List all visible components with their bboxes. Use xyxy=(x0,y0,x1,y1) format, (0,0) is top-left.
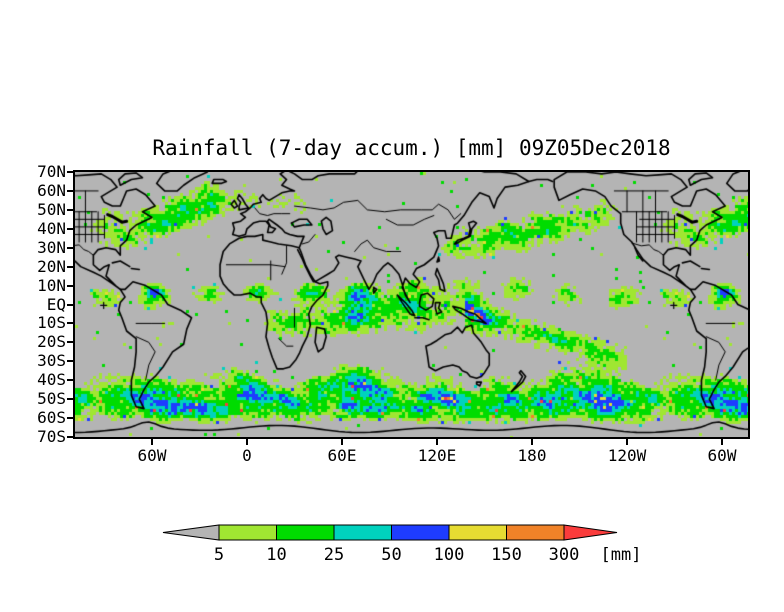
lat-tick-mark xyxy=(67,227,73,230)
lat-tick-label: 70S xyxy=(37,427,66,446)
colorbar-tick-label: 25 xyxy=(323,545,345,565)
colorbar-segment xyxy=(391,524,450,541)
lat-tick-label: 20S xyxy=(37,332,66,352)
lon-tick-label: 60W xyxy=(707,446,737,465)
lat-tick-label: 30S xyxy=(37,351,66,371)
colorbar-tick-label: 50 xyxy=(381,545,402,565)
lon-tick-label: 120W xyxy=(607,446,647,465)
lat-tick-label: 60S xyxy=(37,408,66,428)
lon-tick-mark xyxy=(246,439,248,445)
lon-tick-mark xyxy=(436,439,438,445)
lat-tick-mark xyxy=(67,208,73,211)
colorbar-tick-label: 10 xyxy=(266,545,287,565)
lat-tick-mark xyxy=(67,246,73,249)
lat-tick-mark xyxy=(67,265,73,268)
lat-tick-label: 60N xyxy=(37,180,66,200)
lon-tick-label: 180 xyxy=(517,446,547,465)
lat-tick-mark xyxy=(67,189,73,192)
colorbar-segment xyxy=(218,524,277,541)
figure-title: Rainfall (7-day accum.) [mm] 09Z05Dec201… xyxy=(152,136,671,160)
lon-tick-mark xyxy=(531,439,533,445)
lat-tick-label: 40N xyxy=(37,218,66,238)
lat-tick-mark xyxy=(67,436,73,438)
lon-tick-label: 0 xyxy=(242,446,252,465)
lon-tick-label: 120E xyxy=(417,446,457,465)
colorbar-segment xyxy=(333,524,392,541)
lat-tick-mark xyxy=(67,398,73,401)
lat-tick-label: 50N xyxy=(37,199,66,219)
colorbar-segment xyxy=(448,524,507,541)
colorbar-tick-label: 150 xyxy=(491,545,522,565)
lon-tick-label: 60E xyxy=(327,446,357,465)
lat-tick-label: 40S xyxy=(37,370,66,390)
lat-tick-label: 10N xyxy=(37,275,66,295)
lat-tick-label: 10S xyxy=(37,313,66,333)
colorbar-tick-label: 300 xyxy=(548,545,580,565)
colorbar-tick-label: 5 xyxy=(213,545,225,565)
colorbar-unit-label: [mm] xyxy=(600,545,642,565)
lat-tick-mark xyxy=(67,417,73,420)
lat-tick-mark xyxy=(67,171,73,173)
colorbar-tick-label: 100 xyxy=(433,545,465,565)
lat-tick-mark xyxy=(67,360,73,363)
lat-tick-mark xyxy=(67,341,73,344)
map-panel xyxy=(73,170,750,439)
lat-tick-mark xyxy=(67,322,73,325)
lon-tick-mark xyxy=(626,439,628,445)
lon-tick-mark xyxy=(721,439,723,445)
lat-tick-label: EQ xyxy=(46,294,66,314)
lat-tick-label: 70N xyxy=(37,162,66,181)
lon-tick-mark xyxy=(341,439,343,445)
lon-tick-mark xyxy=(151,439,153,445)
lat-tick-mark xyxy=(67,284,73,287)
lat-tick-label: 50S xyxy=(37,389,66,409)
lat-tick-mark xyxy=(67,379,73,382)
colorbar-below-min-arrow xyxy=(162,524,220,541)
lat-tick-label: 20N xyxy=(37,256,66,276)
colorbar-segment xyxy=(276,524,335,541)
lat-tick-label: 30N xyxy=(37,237,66,257)
world-rainfall-canvas xyxy=(75,172,748,437)
colorbar-segment xyxy=(506,524,565,541)
lon-tick-label: 60W xyxy=(137,446,167,465)
colorbar-above-max-arrow xyxy=(563,524,618,541)
lat-tick-mark xyxy=(67,303,73,306)
colorbar-graphic xyxy=(162,524,618,541)
